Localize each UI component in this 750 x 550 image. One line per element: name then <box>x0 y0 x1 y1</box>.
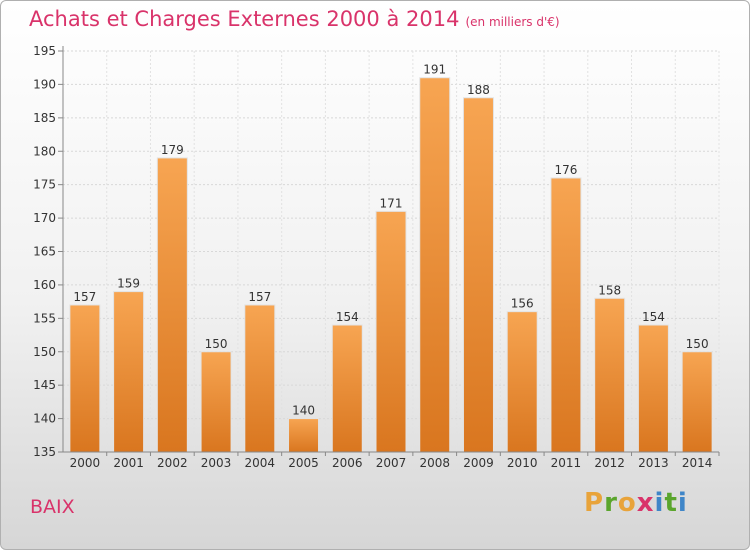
x-tick-label: 2014 <box>682 456 713 470</box>
bar <box>200 351 232 453</box>
y-tick-label: 155 <box>33 311 56 325</box>
bar <box>681 351 713 453</box>
y-tick-label: 175 <box>33 178 56 192</box>
bar <box>419 77 451 453</box>
bar <box>244 304 276 453</box>
x-tick-label: 2004 <box>245 456 276 470</box>
y-tick-label: 170 <box>33 211 56 225</box>
x-tick-label: 2013 <box>638 456 669 470</box>
bar <box>113 291 145 453</box>
bar <box>594 297 626 453</box>
data-label: 159 <box>117 277 140 291</box>
y-tick-label: 160 <box>33 278 56 292</box>
logo-letter: o <box>617 488 637 518</box>
bar <box>550 177 582 453</box>
data-label: 158 <box>598 283 621 297</box>
y-tick-label: 190 <box>33 77 56 91</box>
city-name: BAIX <box>30 496 75 518</box>
y-tick-label: 165 <box>33 245 56 259</box>
x-tick-label: 2012 <box>594 456 625 470</box>
bar <box>375 210 407 453</box>
data-label: 176 <box>554 163 577 177</box>
bar <box>288 418 320 453</box>
x-tick-label: 2002 <box>157 456 188 470</box>
chart-title-unit: (en milliers d'€) <box>465 15 560 29</box>
logo-letter: P <box>584 488 605 518</box>
x-tick-label: 2010 <box>507 456 538 470</box>
chart-title-main: Achats et Charges Externes 2000 à 2014 <box>29 7 460 31</box>
chart-title: Achats et Charges Externes 2000 à 2014 (e… <box>29 7 560 31</box>
x-tick-label: 2007 <box>376 456 407 470</box>
y-tick-label: 185 <box>33 111 56 125</box>
x-tick-label: 2001 <box>113 456 144 470</box>
logo-letter: r <box>604 488 618 518</box>
y-tick-label: 180 <box>33 144 56 158</box>
data-label: 188 <box>467 83 490 97</box>
x-tick-label: 2000 <box>70 456 101 470</box>
x-tick-label: 2008 <box>419 456 450 470</box>
data-label: 157 <box>73 290 96 304</box>
y-tick-label: 195 <box>33 44 56 58</box>
y-tick-label: 145 <box>33 378 56 392</box>
logo-letter: t <box>664 488 678 518</box>
data-label: 154 <box>336 310 359 324</box>
data-label: 150 <box>205 337 228 351</box>
x-tick-label: 2003 <box>201 456 232 470</box>
bars: 157 159 179 150 157 140 154 171 191 188 156 176 158 1… <box>69 63 713 453</box>
bar <box>637 324 669 453</box>
data-label: 191 <box>423 63 446 77</box>
data-label: 154 <box>642 310 665 324</box>
data-label: 140 <box>292 404 315 418</box>
logo-letter: i <box>677 488 688 518</box>
data-label: 157 <box>248 290 271 304</box>
x-tick-label: 2009 <box>463 456 494 470</box>
data-label: 179 <box>161 143 184 157</box>
bar <box>506 311 538 453</box>
bar <box>156 157 188 453</box>
logo-letter: i <box>654 488 665 518</box>
y-tick-label: 140 <box>33 412 56 426</box>
bar-chart: 1571591791501571401541711911881561761581… <box>33 44 720 470</box>
data-label: 171 <box>380 196 403 210</box>
y-tick-label: 135 <box>33 445 56 459</box>
x-tick-label: 2011 <box>551 456 582 470</box>
axes: 135 140 145 150 155 160 165 170 175 180 185 190 195 2… <box>33 44 720 470</box>
data-label: 150 <box>686 337 709 351</box>
x-tick-label: 2005 <box>288 456 319 470</box>
bar <box>462 97 494 453</box>
x-tick-label: 2006 <box>332 456 363 470</box>
bar <box>331 324 363 453</box>
proxiti-logo[interactable]: Proxiti <box>584 488 688 518</box>
data-label: 156 <box>511 297 534 311</box>
logo-letter: x <box>636 488 655 518</box>
y-tick-label: 150 <box>33 345 56 359</box>
bar <box>69 304 101 453</box>
